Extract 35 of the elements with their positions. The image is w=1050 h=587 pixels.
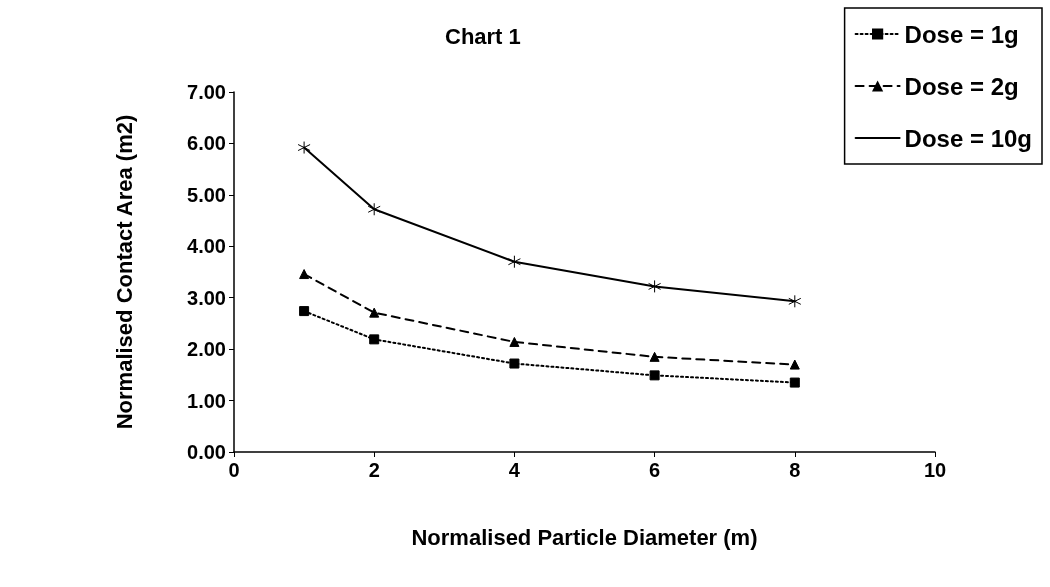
point: [509, 358, 520, 369]
y-tick-label: 6.00: [187, 132, 226, 155]
point: [649, 370, 660, 381]
point: [789, 377, 800, 388]
y-tick-label: 0.00: [187, 441, 226, 463]
y-tick-label: 7.00: [187, 81, 226, 103]
x-tick-label: 4: [508, 459, 521, 481]
x-tick-label: 0: [228, 459, 240, 481]
y-tick-label: 4.00: [187, 235, 226, 258]
y-tick-label: 5.00: [187, 183, 226, 206]
point: [297, 141, 311, 155]
y-tick-label: 3.00: [187, 286, 226, 309]
y-tick-label: 2.00: [187, 338, 226, 361]
legend-label: Dose = 1g: [904, 20, 1019, 48]
point: [649, 351, 660, 362]
x-axis-title: Normalised Particle Diameter (m): [411, 524, 758, 550]
point: [369, 334, 380, 345]
point: [507, 255, 521, 269]
x-tick-label: 6: [649, 459, 661, 481]
chart-title: Chart 1: [445, 23, 521, 49]
point: [299, 306, 310, 317]
point: [367, 202, 381, 216]
legend-label: Dose = 10g: [904, 124, 1033, 152]
point: [369, 307, 380, 318]
point: [299, 269, 310, 280]
point: [509, 336, 520, 347]
point: [648, 279, 662, 293]
point: [789, 359, 800, 370]
y-axis-title: Normalised Contact Area (m2): [111, 114, 137, 430]
point: [788, 294, 802, 308]
legend-label: Dose = 2g: [904, 72, 1019, 100]
y-tick-label: 1.00: [187, 389, 226, 412]
x-tick-label: 2: [368, 459, 380, 481]
x-tick-label: 10: [923, 459, 947, 481]
x-tick-label: 8: [789, 459, 801, 481]
